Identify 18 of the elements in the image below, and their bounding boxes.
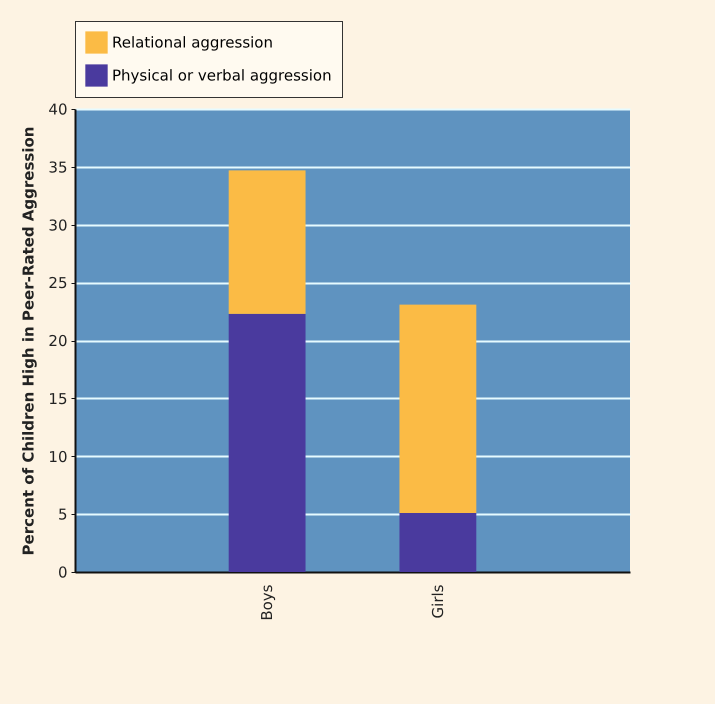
- y-tick-label: 40: [48, 100, 68, 118]
- y-axis-title: Percent of Children High in Peer-Rated Aggression: [19, 126, 38, 556]
- bar: [399, 304, 476, 513]
- legend-label: Physical or verbal aggression: [112, 66, 332, 84]
- y-tick-label: 30: [48, 216, 68, 234]
- x-tick-label: Boys: [258, 584, 276, 621]
- bar: [228, 314, 306, 572]
- y-tick-label: 5: [58, 506, 68, 524]
- y-tick-label: 25: [48, 274, 68, 292]
- y-tick-label: 20: [48, 332, 68, 350]
- x-tick-label: Girls: [428, 584, 447, 618]
- bar: [228, 170, 306, 314]
- y-tick-label: 10: [48, 448, 68, 466]
- bar: [399, 512, 476, 572]
- y-tick-label: 15: [48, 390, 68, 408]
- y-tick-label: 0: [58, 564, 68, 582]
- legend-label: Relational aggression: [112, 34, 273, 52]
- y-tick-label: 35: [48, 158, 68, 176]
